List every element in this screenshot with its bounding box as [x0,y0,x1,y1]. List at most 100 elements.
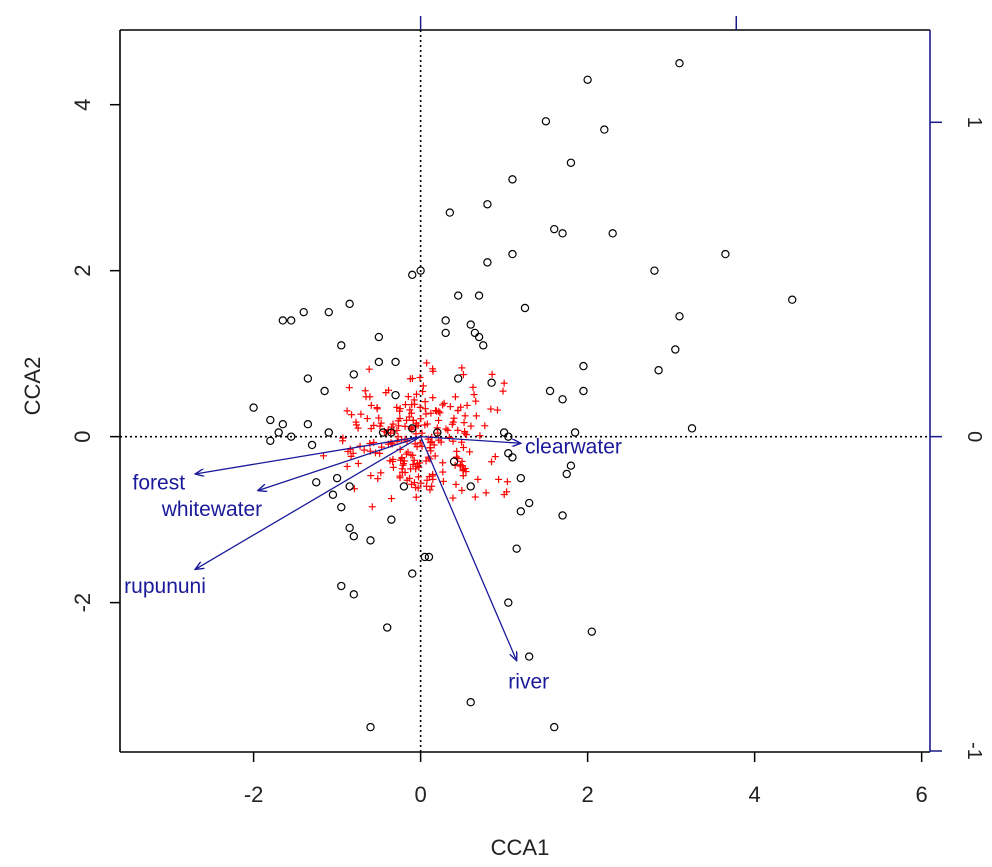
species-point [419,388,427,396]
species-point [474,475,482,483]
site-point [474,291,484,300]
species-point [425,473,433,481]
site-point [579,361,588,371]
site-point [650,266,659,275]
site-point [366,722,375,732]
species-point [450,414,458,422]
species-point [435,416,443,424]
site-point [524,498,534,508]
species-point [500,379,508,387]
site-point [337,581,346,591]
species-point [406,375,414,383]
species-point [407,409,415,417]
site-point [416,266,425,275]
species-point [435,407,443,415]
y-tick-label: -2 [70,593,95,613]
species-point [409,460,417,468]
species-point [457,461,465,469]
site-point [345,482,354,491]
x-tick-label: 0 [414,782,426,807]
species-point [382,389,390,397]
site-point [366,536,375,545]
species-point [375,414,383,422]
site-point [466,482,475,491]
species-point [445,433,453,441]
site-points-layer [249,58,797,732]
site-point [516,473,526,483]
species-point [449,494,457,502]
site-point [541,117,551,126]
site-point [483,258,492,267]
environment-arrows-layer: clearwater forest whitewater rupununi river [124,436,622,694]
site-point [303,419,313,429]
species-point [352,418,360,426]
site-point [516,507,526,516]
axes-layer: -2 0 2 4 6 -2 0 2 4 -1 0 1 [70,16,985,807]
species-point [463,431,471,439]
x-tick-label: -2 [244,782,264,807]
site-point [524,652,534,661]
species-point [488,370,496,378]
species-points-layer [319,359,511,511]
species-point [471,493,479,501]
species-point [452,480,460,488]
arrow-label-rupununi: rupununi [124,575,206,598]
arrow-rupununi [195,436,421,570]
species-point [394,433,402,441]
species-point [413,443,421,451]
species-point [499,387,507,395]
species-point [487,405,495,413]
site-point [512,544,521,553]
species-point [367,401,375,409]
site-point [483,200,492,209]
species-point [401,401,409,409]
site-point [508,175,517,184]
site-point [566,158,576,167]
y-tick-label: 2 [70,265,95,277]
site-point [508,249,517,259]
right-tick-label: 0 [963,431,985,442]
arrow-label-whitewater: whitewater [161,498,262,521]
species-point [493,406,501,414]
site-point [570,428,580,437]
species-point [412,430,420,438]
species-point [339,434,347,442]
species-point [421,405,429,413]
species-point [421,421,429,429]
site-point [408,569,417,578]
site-point [466,320,475,329]
species-point [388,495,396,503]
site-point [520,303,530,313]
site-point [399,482,409,491]
species-point [454,426,462,434]
species-point [482,489,490,497]
species-point [368,503,376,511]
species-point [395,422,403,430]
species-point [415,463,423,471]
site-point [383,623,392,632]
species-point [404,393,412,401]
site-point [675,58,684,68]
site-point [675,312,684,321]
site-point [504,432,513,441]
site-point [550,722,559,732]
species-point [367,472,375,480]
site-point [600,125,609,134]
site-point [550,224,559,234]
site-point [445,208,455,217]
species-point [343,462,351,470]
site-point [449,457,459,466]
arrow-label-river: river [508,670,549,693]
species-point [458,486,466,494]
site-point [487,378,496,387]
species-point [472,397,480,405]
species-point [389,463,397,471]
site-point [345,299,354,309]
species-point [461,465,469,473]
site-point [504,449,513,458]
species-point [370,421,378,429]
species-point [481,422,489,430]
arrow-river [420,436,517,661]
arrow-forest [195,436,421,474]
species-point [458,457,466,465]
